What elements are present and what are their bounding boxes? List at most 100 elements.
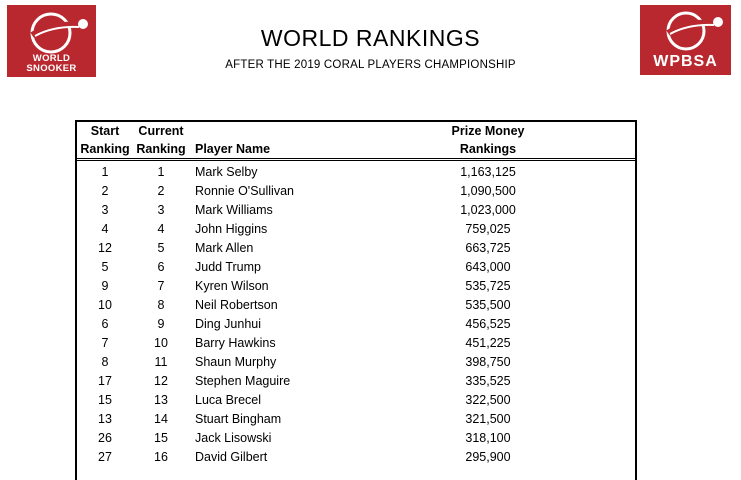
table-row: 10 8 Neil Robertson 535,500 bbox=[77, 296, 635, 315]
start-ranking-cell: 13 bbox=[98, 412, 112, 426]
snooker-ball-icon bbox=[30, 12, 88, 54]
player-name-cell: Jack Lisowski bbox=[195, 431, 272, 445]
header-start-line1: Start bbox=[90, 124, 120, 138]
table-row: 5 6 Judd Trump 643,000 bbox=[77, 258, 635, 277]
player-name-cell: Barry Hawkins bbox=[195, 336, 276, 350]
prize-money-cell: 535,500 bbox=[465, 298, 511, 312]
table-row: 2 2 Ronnie O'Sullivan 1,090,500 bbox=[77, 182, 635, 201]
current-ranking-cell: 10 bbox=[154, 336, 168, 350]
prize-money-cell: 1,163,125 bbox=[460, 165, 516, 179]
start-ranking-cell: 1 bbox=[101, 165, 109, 179]
header-money-line2: Rankings bbox=[437, 140, 635, 161]
rankings-table-frame: Start Current Prize Money Ranking Rankin… bbox=[75, 120, 637, 480]
current-ranking-cell: 2 bbox=[157, 184, 165, 198]
player-name-cell: Mark Selby bbox=[195, 165, 258, 179]
start-ranking-cell: 7 bbox=[101, 336, 109, 350]
player-name-cell: Stuart Bingham bbox=[195, 412, 282, 426]
table-row: 12 5 Mark Allen 663,725 bbox=[77, 239, 635, 258]
prize-money-cell: 321,500 bbox=[465, 412, 511, 426]
current-ranking-cell: 7 bbox=[157, 279, 165, 293]
table-row: 27 16 David Gilbert 295,900 bbox=[77, 448, 635, 467]
prize-money-cell: 759,025 bbox=[465, 222, 511, 236]
table-row: 26 15 Jack Lisowski 318,100 bbox=[77, 429, 635, 448]
current-ranking-cell: 1 bbox=[157, 165, 165, 179]
player-name-cell: Kyren Wilson bbox=[195, 279, 269, 293]
player-name-cell: Ronnie O'Sullivan bbox=[195, 184, 294, 198]
header-row-2: Ranking Ranking Player Name Rankings bbox=[77, 140, 635, 161]
start-ranking-cell: 2 bbox=[101, 184, 109, 198]
rankings-table: Start Current Prize Money Ranking Rankin… bbox=[77, 122, 635, 467]
table-row: 3 3 Mark Williams 1,023,000 bbox=[77, 201, 635, 220]
player-name-cell: Neil Robertson bbox=[195, 298, 278, 312]
prize-money-cell: 663,725 bbox=[465, 241, 511, 255]
prize-money-cell: 456,525 bbox=[465, 317, 511, 331]
logo-line-snooker: SNOOKER bbox=[26, 63, 77, 74]
current-ranking-cell: 13 bbox=[154, 393, 168, 407]
wpbsa-logo: WPBSA bbox=[640, 5, 731, 75]
start-ranking-cell: 27 bbox=[98, 450, 112, 464]
start-ranking-cell: 15 bbox=[98, 393, 112, 407]
prize-money-cell: 322,500 bbox=[465, 393, 511, 407]
table-row: 9 7 Kyren Wilson 535,725 bbox=[77, 277, 635, 296]
logo-text-wpbsa: WPBSA bbox=[653, 53, 718, 70]
current-ranking-cell: 3 bbox=[157, 203, 165, 217]
start-ranking-cell: 6 bbox=[101, 317, 109, 331]
header-current-line1: Current bbox=[138, 124, 184, 138]
header-player-name: Player Name bbox=[189, 140, 437, 161]
current-ranking-cell: 12 bbox=[154, 374, 168, 388]
prize-money-cell: 1,023,000 bbox=[460, 203, 516, 217]
start-ranking-cell: 5 bbox=[101, 260, 109, 274]
table-row: 8 11 Shaun Murphy 398,750 bbox=[77, 353, 635, 372]
current-ranking-cell: 14 bbox=[154, 412, 168, 426]
logo-line-world: WORLD bbox=[32, 53, 71, 64]
start-ranking-cell: 26 bbox=[98, 431, 112, 445]
player-name-cell: Shaun Murphy bbox=[195, 355, 277, 369]
current-ranking-cell: 5 bbox=[157, 241, 165, 255]
table-row: 13 14 Stuart Bingham 321,500 bbox=[77, 410, 635, 429]
start-ranking-cell: 12 bbox=[98, 241, 112, 255]
table-row: 6 9 Ding Junhui 456,525 bbox=[77, 315, 635, 334]
start-ranking-cell: 3 bbox=[101, 203, 109, 217]
start-ranking-cell: 17 bbox=[98, 374, 112, 388]
page-subtitle: AFTER THE 2019 CORAL PLAYERS CHAMPIONSHI… bbox=[225, 59, 516, 71]
start-ranking-cell: 4 bbox=[101, 222, 109, 236]
current-ranking-cell: 6 bbox=[157, 260, 165, 274]
player-name-cell: Mark Allen bbox=[195, 241, 254, 255]
prize-money-cell: 451,225 bbox=[465, 336, 511, 350]
player-name-cell: Stephen Maguire bbox=[195, 374, 291, 388]
header-current-line2: Ranking bbox=[133, 140, 189, 161]
current-ranking-cell: 8 bbox=[157, 298, 165, 312]
table-row: 4 4 John Higgins 759,025 bbox=[77, 220, 635, 239]
prize-money-cell: 398,750 bbox=[465, 355, 511, 369]
player-name-cell: Mark Williams bbox=[195, 203, 273, 217]
current-ranking-cell: 9 bbox=[157, 317, 165, 331]
table-row: 7 10 Barry Hawkins 451,225 bbox=[77, 334, 635, 353]
snooker-ball-icon bbox=[666, 11, 723, 51]
prize-money-cell: 335,525 bbox=[465, 374, 511, 388]
header-start-line2: Ranking bbox=[77, 140, 133, 161]
prize-money-cell: 318,100 bbox=[465, 431, 511, 445]
current-ranking-cell: 16 bbox=[154, 450, 168, 464]
start-ranking-cell: 10 bbox=[98, 298, 112, 312]
player-name-cell: Luca Brecel bbox=[195, 393, 262, 407]
current-ranking-cell: 4 bbox=[157, 222, 165, 236]
player-name-cell: John Higgins bbox=[195, 222, 268, 236]
header-money-line1: Prize Money bbox=[451, 124, 525, 138]
header-player-spacer bbox=[189, 122, 437, 140]
player-name-cell: Ding Junhui bbox=[195, 317, 262, 331]
prize-money-cell: 1,090,500 bbox=[460, 184, 516, 198]
table-row: 15 13 Luca Brecel 322,500 bbox=[77, 391, 635, 410]
table-row: 1 1 Mark Selby 1,163,125 bbox=[77, 160, 635, 183]
rankings-table-body: 1 1 Mark Selby 1,163,125 2 2 Ronnie O'Sullivan… bbox=[77, 160, 635, 468]
current-ranking-cell: 11 bbox=[154, 355, 168, 369]
table-row: 17 12 Stephen Maguire 335,525 bbox=[77, 372, 635, 391]
prize-money-cell: 295,900 bbox=[465, 450, 511, 464]
player-name-cell: Judd Trump bbox=[195, 260, 262, 274]
prize-money-cell: 535,725 bbox=[465, 279, 511, 293]
header-row-1: Start Current Prize Money bbox=[77, 122, 635, 140]
prize-money-cell: 643,000 bbox=[465, 260, 511, 274]
start-ranking-cell: 8 bbox=[101, 355, 109, 369]
start-ranking-cell: 9 bbox=[101, 279, 109, 293]
world-snooker-logo: WORLD SNOOKER bbox=[7, 5, 96, 77]
player-name-cell: David Gilbert bbox=[195, 450, 268, 464]
